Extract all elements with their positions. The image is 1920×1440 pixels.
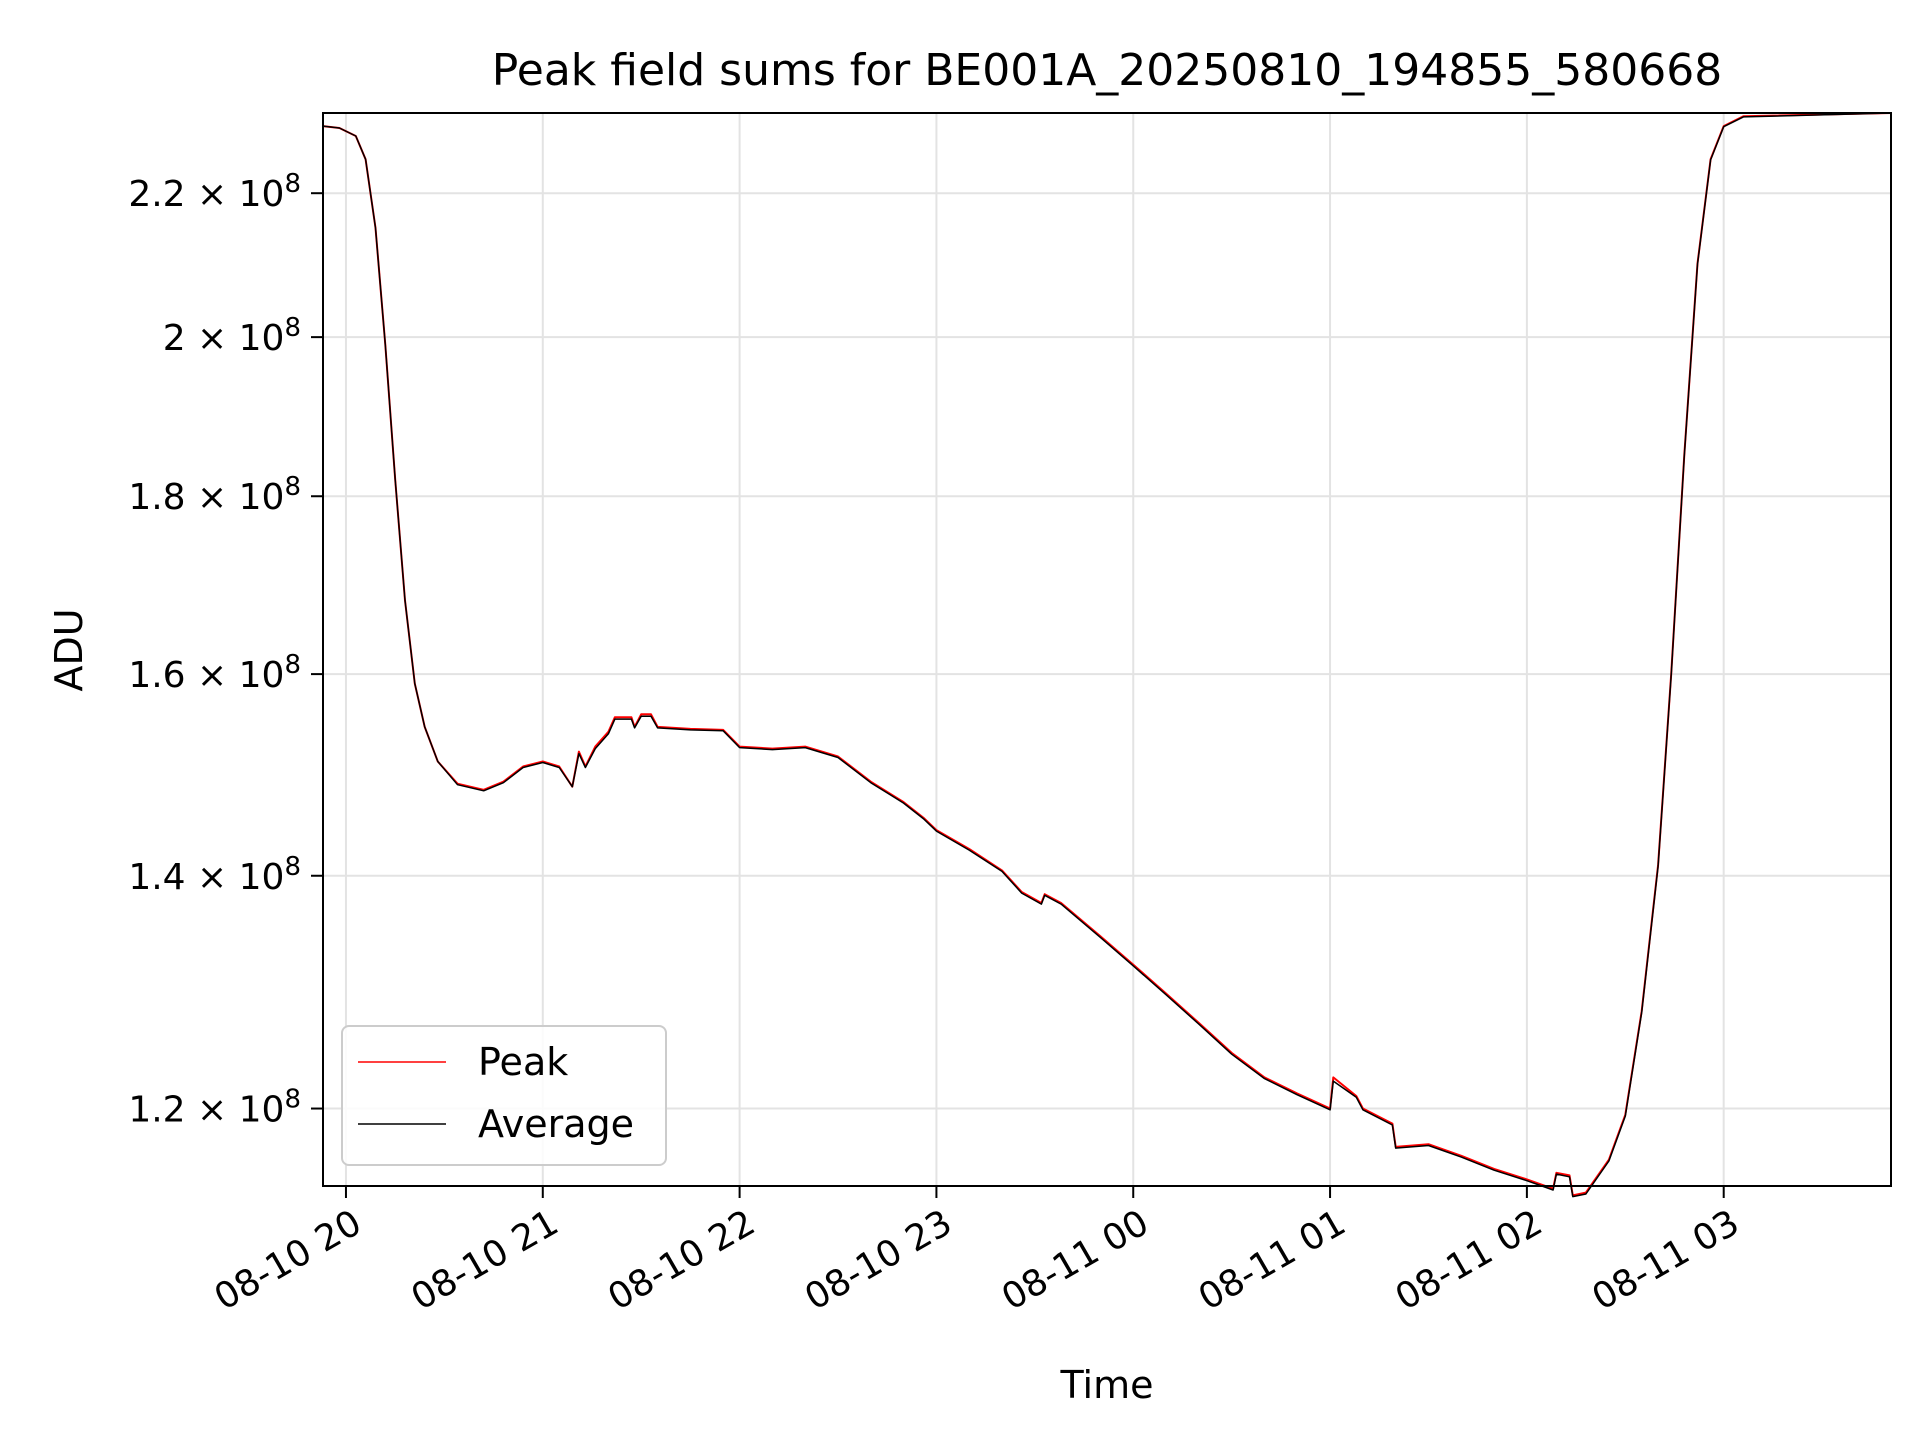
series-layer bbox=[322, 112, 1892, 1198]
y-tick-label: 2.2 × 108 bbox=[128, 169, 301, 215]
series-line-average bbox=[322, 112, 1892, 1198]
y-axis: 2.2 × 108 2 × 108 1.8 × 108 1.6 × 108 1.4 × … bbox=[128, 169, 323, 1131]
y-tick-label: 2 × 108 bbox=[163, 313, 301, 359]
y-tick-label: 1.2 × 108 bbox=[128, 1085, 301, 1131]
x-axis-label: Time bbox=[1060, 1363, 1154, 1407]
grid bbox=[323, 113, 1891, 1186]
y-tick-label: 1.4 × 108 bbox=[128, 852, 301, 898]
chart-title: Peak field sums for BE001A_20250810_1948… bbox=[492, 45, 1722, 96]
y-axis-label: ADU bbox=[47, 608, 91, 691]
legend-label-average: Average bbox=[478, 1102, 634, 1146]
legend: Peak Average bbox=[341, 1025, 667, 1166]
y-tick-label: 1.8 × 108 bbox=[128, 472, 301, 518]
y-tick-label: 1.6 × 108 bbox=[128, 650, 301, 696]
legend-box bbox=[341, 1025, 667, 1166]
plot-frame bbox=[322, 112, 1892, 1187]
legend-label-peak: Peak bbox=[478, 1040, 568, 1084]
